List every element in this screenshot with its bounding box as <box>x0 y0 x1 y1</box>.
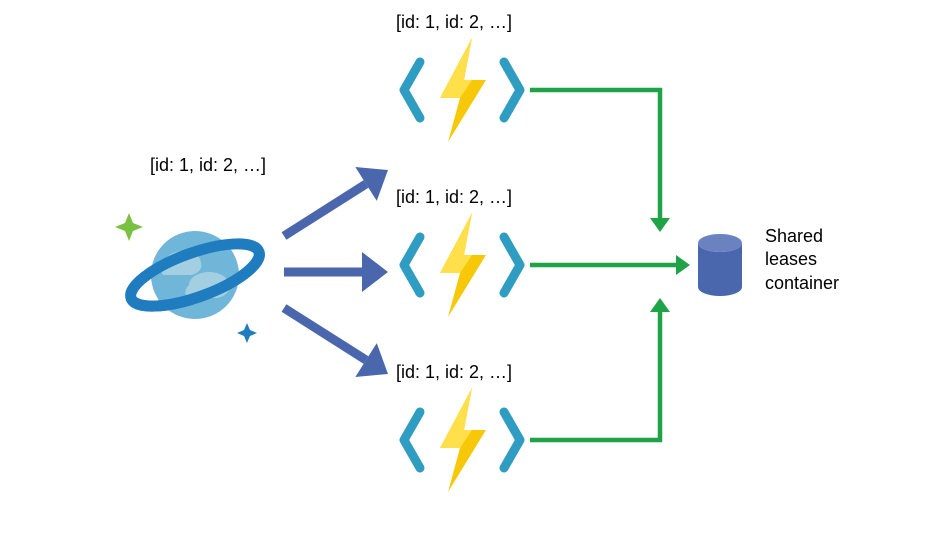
azure-function-icon-2 <box>404 388 520 492</box>
cosmos-db-icon <box>115 213 266 343</box>
function-2-label: [id: 1, id: 2, …] <box>396 362 512 383</box>
azure-function-icon-1 <box>404 213 520 317</box>
source-label: [id: 1, id: 2, …] <box>150 155 266 176</box>
database-label: Sharedleasescontainer <box>765 225 839 295</box>
function-1-label: [id: 1, id: 2, …] <box>396 187 512 208</box>
azure-function-icon-0 <box>404 38 520 142</box>
source-arrows <box>284 167 388 377</box>
lease-arrows <box>530 90 690 440</box>
function-0-label: [id: 1, id: 2, …] <box>396 12 512 33</box>
database-icon <box>698 234 742 296</box>
